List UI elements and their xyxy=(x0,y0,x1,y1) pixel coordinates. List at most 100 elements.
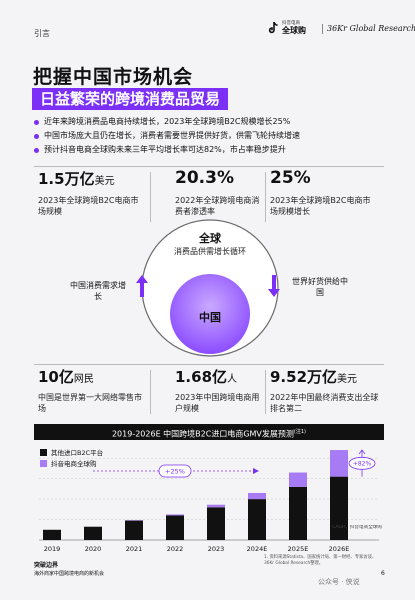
chart-title-note: (注1) xyxy=(293,429,307,435)
bar-other-platforms xyxy=(166,515,184,540)
stat-desc: 2023年中国跨境电商用户规模 xyxy=(175,393,260,413)
legend-swatch xyxy=(40,460,47,467)
divider xyxy=(265,172,266,222)
arrow-up-icon xyxy=(358,449,366,455)
douyin-global-logo: 抖音电商 全球购 xyxy=(268,21,306,35)
stat-number: 9.52万亿 xyxy=(270,368,338,386)
legend-item: 其他进口B2C平台 xyxy=(40,448,103,459)
page-number: 6 xyxy=(381,570,385,577)
legend-item: 抖音电商全球购 xyxy=(40,459,103,470)
cagr-badge xyxy=(348,456,376,470)
stat-desc: 中国是世界第一大网络零售市场 xyxy=(38,393,142,413)
bar-other-platforms xyxy=(125,520,143,540)
stat-block: 9.52万亿美元 2022年中国最终消费支出全球排名第二 xyxy=(270,370,380,414)
logo-main-text: 全球购 xyxy=(282,25,306,35)
music-note-icon xyxy=(268,22,278,34)
growth-badge xyxy=(158,464,192,478)
global-sub-wrap: 消费品供需增长循环 xyxy=(174,247,246,256)
x-tick-label: 2024E xyxy=(247,545,268,553)
stat-number: 1.5万亿 xyxy=(38,170,95,188)
stat-block: 10亿网民 中国是世界第一大网络零售市场 xyxy=(38,370,143,414)
x-tick-label: 2026E xyxy=(329,545,350,553)
stat-unit: 人 xyxy=(227,374,238,385)
bullet-item: 预计抖音电商全球购未来三年平均增长率可达82%，市占率稳步提升 xyxy=(34,143,394,157)
source-title: 突破边界 xyxy=(34,562,59,569)
cagr-note: CAGR，抖音电商全球购 xyxy=(332,525,382,530)
stat-desc: 2023年全球跨境B2C电商市场规模 xyxy=(38,196,139,216)
stat-block: 1.68亿人 2023年中国跨境电商用户规模 xyxy=(175,370,260,414)
footnote: 1. 资料来源Statista、国家统计局、第一财经、专家访谈、36Kr Glo… xyxy=(264,555,377,566)
cagr-note-wrap: CAGR，抖音电商全球购 xyxy=(332,525,382,530)
gmv-bar-chart: 2019 2020 2021 2022 2023 2024E 2025E 2026E +25% +… xyxy=(39,449,382,553)
arrow-right-icon xyxy=(253,467,259,474)
global-label: 全球 xyxy=(198,231,222,245)
bar-other-platforms xyxy=(84,526,102,540)
bullet-text: 近年来跨境消费品电商持续增长，2023年全球跨境B2C规模增长25% xyxy=(44,117,291,126)
bar-douyin-global xyxy=(248,492,266,500)
bar-douyin-global xyxy=(289,472,307,487)
partner-logo: 36Kr Global Research xyxy=(327,24,415,33)
stat-block: 1.5万亿美元 2023年全球跨境B2C电商市场规模 xyxy=(38,172,143,217)
stat-block: 20.3% 2022年全球跨境电商消费者渗透率 xyxy=(175,170,260,217)
bar-other-platforms xyxy=(43,529,61,540)
global-sub-label: 消费品供需增长循环 xyxy=(174,247,246,256)
bar-douyin-global xyxy=(166,514,184,516)
stat-desc: 2022年中国最终消费支出全球排名第二 xyxy=(270,393,379,413)
china-circle xyxy=(170,274,250,354)
stat-number: 1.68亿 xyxy=(175,368,228,386)
cagr-badge-label: +82% xyxy=(353,461,372,468)
bar-other-platforms xyxy=(289,486,307,540)
page-subtitle: 日益繁荣的跨境消费品贸易 xyxy=(32,88,229,110)
x-tick-label: 2023 xyxy=(208,545,225,553)
x-tick-label: 2022 xyxy=(167,545,184,553)
bullet-text: 预计抖音电商全球购未来三年平均增长率可达82%，市占率稳步提升 xyxy=(44,145,286,154)
stat-number: 10亿 xyxy=(38,368,74,386)
legend-swatch xyxy=(40,449,47,456)
bar-douyin-global xyxy=(207,504,225,508)
bullet-dot-icon xyxy=(34,133,39,139)
arrow-down-icon xyxy=(268,275,280,297)
supply-demand-cycle-diagram: 全球 消费品供需增长循环 中国 xyxy=(141,219,279,357)
bullet-dot-icon xyxy=(34,147,39,153)
bullet-text: 中国市场庞大且仍在增长，消费者需要世界提供好货，供需飞轮持续增速 xyxy=(44,131,300,140)
growth-badge-label: +25% xyxy=(165,467,185,475)
x-tick-label: 2025E xyxy=(288,545,309,553)
stat-block: 25% 2023年全球跨境B2C电商市场规模增长 xyxy=(270,170,375,217)
stat-desc: 2023年全球跨境B2C电商市场规模增长 xyxy=(270,196,371,216)
divider xyxy=(34,166,384,167)
bullet-list: 近年来跨境消费品电商持续增长，2023年全球跨境B2C规模增长25% 中国市场庞… xyxy=(34,115,394,157)
bullet-item: 近年来跨境消费品电商持续增长，2023年全球跨境B2C规模增长25% xyxy=(34,115,394,129)
divider xyxy=(150,172,151,222)
bar-other-platforms xyxy=(207,507,225,540)
divider xyxy=(265,370,266,414)
bar-douyin-global xyxy=(330,450,348,477)
stat-unit: 网民 xyxy=(73,374,94,385)
page-title: 把握中国市场机会 xyxy=(33,66,194,88)
x-tick-label: 2020 xyxy=(85,545,102,553)
x-tick-label: 2019 xyxy=(44,545,61,553)
world-supply-label: 世界好货供给中国 xyxy=(292,277,348,297)
chart-title-text: 2019-2026E 中国跨境B2C进口电商GMV发展预测 xyxy=(111,429,294,439)
stat-unit: 美元 xyxy=(94,176,115,187)
stat-unit: 美元 xyxy=(337,374,358,385)
china-demand-label: 中国消费需求增长 xyxy=(70,281,126,301)
stat-desc: 2022年全球跨境电商消费者渗透率 xyxy=(175,196,260,216)
watermark: 公众号 · 侠说 xyxy=(318,578,360,586)
arrow-up-icon xyxy=(136,275,148,297)
chart-title: 2019-2026E 中国跨境B2C进口电商GMV发展预测(注1) xyxy=(34,424,384,440)
chart-legend: 其他进口B2C平台 抖音电商全球购 xyxy=(40,448,103,470)
source-subtitle: 海外商家中国跨境电商的新机会 xyxy=(34,571,105,577)
legend-label: 抖音电商全球购 xyxy=(51,460,97,468)
bullet-dot-icon xyxy=(34,119,39,125)
bar-other-platforms xyxy=(330,476,348,540)
legend-label: 其他进口B2C平台 xyxy=(51,449,104,457)
x-tick-label: 2021 xyxy=(126,545,143,553)
stat-number: 20.3% xyxy=(175,168,234,188)
logo-small-text: 抖音电商 xyxy=(282,21,300,26)
china-label: 中国 xyxy=(199,310,221,324)
bullet-item: 中国市场庞大且仍在增长，消费者需要世界提供好货，供需飞轮持续增速 xyxy=(34,129,394,143)
stat-number: 25% xyxy=(270,168,311,188)
bar-other-platforms xyxy=(248,499,266,540)
logo-divider xyxy=(322,24,323,34)
section-tag: 引言 xyxy=(34,29,50,38)
